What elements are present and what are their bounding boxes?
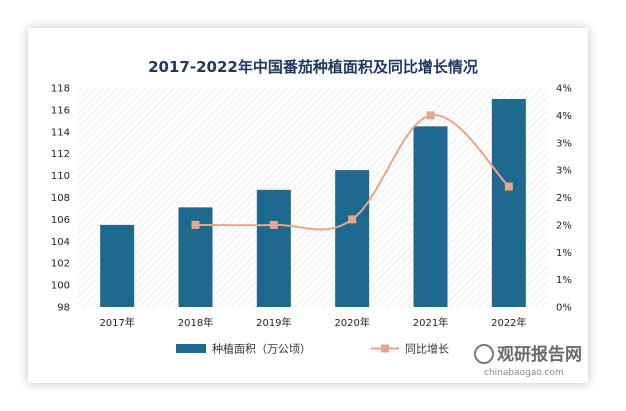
left-tick-label: 106 [51,215,70,226]
left-tick-label: 104 [51,237,70,248]
left-tick-label: 118 [51,84,70,95]
watermark-logo-icon [474,344,494,364]
legend-line-marker [381,344,389,353]
right-tick-label: 4% [556,111,572,122]
left-axis-ticks: 98 100 102 104 106 108 110 112 114 116 118 [51,84,70,314]
watermark-text: 观研报告网 [496,344,582,365]
line-series [191,111,513,231]
growth-point [348,215,357,224]
right-tick-label: 3% [556,166,572,177]
left-tick-label: 102 [51,259,70,270]
left-tick-label: 116 [51,105,70,116]
bar [491,98,526,307]
right-axis-ticks: 0% 1% 1% 2% 2% 3% 3% 4% 4% [556,84,572,314]
x-tick-label: 2018年 [178,316,213,329]
left-tick-label: 112 [51,149,70,160]
right-tick-label: 2% [556,193,572,204]
legend-bar-swatch [176,344,206,353]
right-tick-label: 0% [556,303,572,314]
x-tick-label: 2020年 [334,316,369,329]
x-tick-label: 2017年 [99,316,134,329]
growth-point [191,220,200,229]
bar [100,224,135,307]
bar [413,126,448,307]
legend: 种植面积（万公顷） 同比增长 [176,342,449,356]
legend-bar-label: 种植面积（万公顷） [212,342,311,356]
chart-title: 2017-2022年中国番茄种植面积及同比增长情况 [148,58,478,76]
plot-area [78,88,548,307]
right-tick-label: 4% [556,84,572,95]
left-tick-label: 110 [51,171,70,182]
watermark-url: chinabaogao.com [484,368,564,378]
right-tick-label: 3% [556,138,572,149]
x-tick-label: 2019年 [256,316,291,329]
bar-series [100,98,526,307]
watermark: 观研报告网 chinabaogao.com [474,344,582,378]
growth-point [426,111,435,120]
left-tick-label: 108 [51,193,70,204]
bar [335,170,370,307]
bar [256,189,291,307]
x-tick-label: 2021年 [413,316,448,329]
left-tick-label: 114 [51,127,70,138]
left-tick-label: 100 [51,281,70,292]
legend-line-label: 同比增长 [405,342,449,356]
growth-line [195,114,510,231]
growth-point [504,182,513,191]
x-tick-label: 2022年 [491,316,526,329]
growth-point [269,220,278,229]
left-tick-label: 98 [57,303,70,314]
right-tick-label: 1% [556,248,572,259]
x-axis-ticks: 2017年 2018年 2019年 2020年 2021年 2022年 [99,316,526,329]
right-tick-label: 2% [556,220,572,231]
right-tick-label: 1% [556,275,572,286]
